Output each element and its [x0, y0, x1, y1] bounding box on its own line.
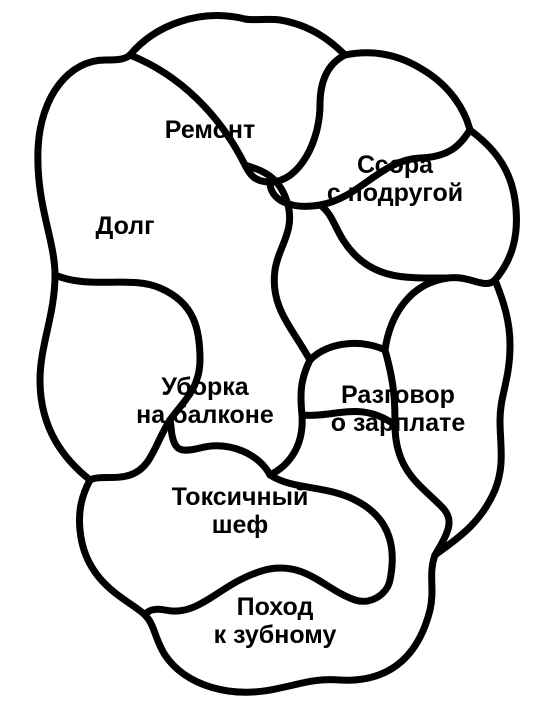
label-remont: Ремонт — [165, 116, 255, 144]
worry-blob-diagram: РемонтСсорас подругойДолгУборкана балкон… — [0, 0, 546, 706]
label-dolg: Долг — [95, 212, 154, 240]
region-outlines — [38, 16, 517, 693]
outer-boundary — [38, 16, 517, 693]
label-razgovor: Разговоро зарплате — [331, 381, 466, 437]
